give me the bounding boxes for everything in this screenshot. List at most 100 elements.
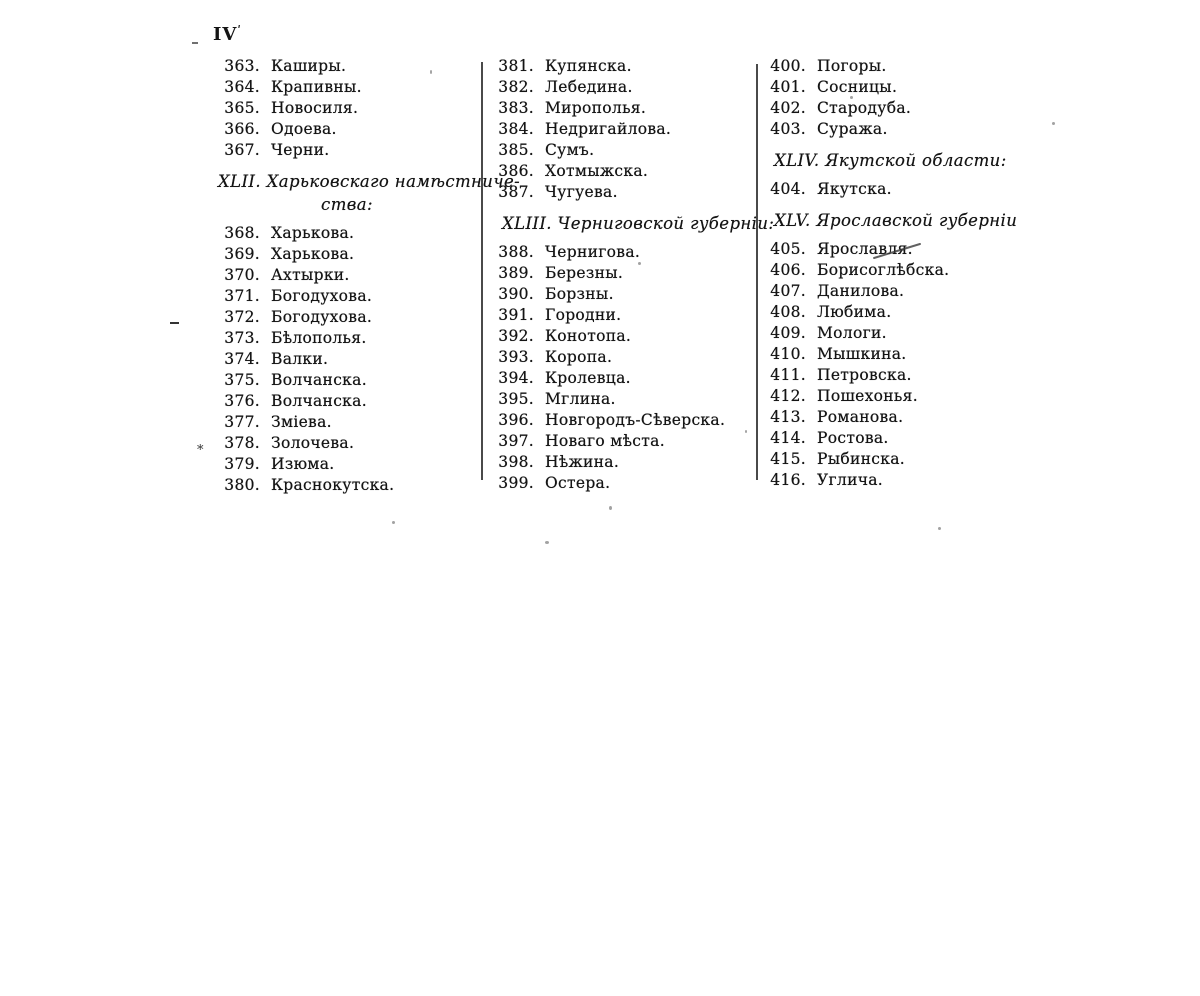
- entry-number: 411.: [770, 366, 806, 384]
- entry-number: 405.: [770, 240, 806, 258]
- scan-mark: [170, 322, 179, 324]
- entry-number: 409.: [770, 324, 806, 342]
- scan-mark: [192, 42, 198, 44]
- entry-number: 382.: [498, 78, 534, 96]
- entry-name: Городни.: [545, 306, 622, 324]
- entry-name: Рыбинска.: [817, 450, 905, 468]
- list-item: 415. Рыбинска.: [764, 449, 1044, 470]
- list-item: 416. Углича.: [764, 470, 1044, 491]
- list-item: 385. Сумъ.: [492, 140, 750, 161]
- entry-number: 384.: [498, 120, 534, 138]
- entry-name: Сумъ.: [545, 141, 595, 159]
- entry-name: Борзны.: [545, 285, 614, 303]
- entry-name: Хотмыжска.: [545, 162, 649, 180]
- margin-asterisk: *: [197, 443, 204, 458]
- entry-number: 385.: [498, 141, 534, 159]
- entry-name: Изюма.: [271, 455, 335, 473]
- section-header: XLIII. Черниговской губерніи:: [492, 212, 774, 235]
- entry-number: 407.: [770, 282, 806, 300]
- entry-name: Чернигова.: [545, 243, 641, 261]
- list-item: 401. Сосницы.: [764, 77, 1044, 98]
- list-item: 382. Лебедина.: [492, 77, 750, 98]
- entry-name: Мглина.: [545, 390, 616, 408]
- entry-name: Купянска.: [545, 57, 632, 75]
- entry-number: 366.: [224, 120, 260, 138]
- list-item: 379. Изюма.: [218, 454, 476, 475]
- entry-number: 363.: [224, 57, 260, 75]
- entry-name: Лебедина.: [545, 78, 633, 96]
- column-2: 381. Купянска. 382. Лебедина. 383. Мирополья.…: [492, 56, 774, 494]
- section-header-line: XLII. Харьковскаго намѣстниче-: [218, 172, 521, 191]
- list-item: 395. Мглина.: [492, 389, 750, 410]
- list-item: 402. Стародуба.: [764, 98, 1044, 119]
- entry-name: Углича.: [817, 471, 884, 489]
- list-item: 371. Богодухова.: [218, 286, 476, 307]
- entry-name: Романова.: [817, 408, 904, 426]
- list-item: 394. Кролевца.: [492, 368, 750, 389]
- list-item: 368. Харькова.: [218, 223, 476, 244]
- entry-name: Сосницы.: [817, 78, 898, 96]
- entry-number: 372.: [224, 308, 260, 326]
- list-item: 372. Богодухова.: [218, 307, 476, 328]
- entry-number: 413.: [770, 408, 806, 426]
- list-item: 392. Конотопа.: [492, 326, 750, 347]
- list-item: 412. Пошехонья.: [764, 386, 1044, 407]
- entry-number: 406.: [770, 261, 806, 279]
- entry-number: 400.: [770, 57, 806, 75]
- entry-name: Конотопа.: [545, 327, 632, 345]
- list-item: 391. Городни.: [492, 305, 750, 326]
- list-item: 378. Золочева.: [218, 433, 476, 454]
- entry-number: 371.: [224, 287, 260, 305]
- entry-number: 373.: [224, 329, 260, 347]
- entry-name: Валки.: [271, 350, 329, 368]
- list-item: 363. Каширы.: [218, 56, 476, 77]
- entry-number: 383.: [498, 99, 534, 117]
- entry-name: Пошехонья.: [817, 387, 918, 405]
- entry-name: Нѣжина.: [545, 453, 620, 471]
- entry-name: Недригайлова.: [545, 120, 672, 138]
- list-item: 367. Черни.: [218, 140, 476, 161]
- entry-name: Мологи.: [817, 324, 887, 342]
- section-header: XLIV. Якутской области:: [764, 149, 1044, 172]
- column-1: 363. Каширы. 364. Крапивны. 365. Новосиля. 366…: [218, 56, 521, 496]
- entry-number: 396.: [498, 411, 534, 429]
- entry-name: Черни.: [271, 141, 330, 159]
- list-item: 376. Волчанска.: [218, 391, 476, 412]
- entry-name: Мышкина.: [817, 345, 907, 363]
- list-item: 375. Волчанска.: [218, 370, 476, 391]
- entry-name: Березны.: [545, 264, 624, 282]
- entry-name: Петровска.: [817, 366, 912, 384]
- page-number: IV: [213, 24, 242, 45]
- list-item: 370. Ахтырки.: [218, 265, 476, 286]
- list-item: 410. Мышкина.: [764, 344, 1044, 365]
- entry-number: 368.: [224, 224, 260, 242]
- entry-number: 412.: [770, 387, 806, 405]
- list-item: 386. Хотмыжска.: [492, 161, 750, 182]
- entry-name: Погоры.: [817, 57, 887, 75]
- entry-name: Харькова.: [271, 245, 355, 263]
- list-item: 364. Крапивны.: [218, 77, 476, 98]
- scan-speck: [638, 262, 641, 265]
- entry-number: 395.: [498, 390, 534, 408]
- entry-number: 380.: [224, 476, 260, 494]
- section-header-line: ства:: [321, 195, 373, 214]
- entry-name: Ахтырки.: [271, 266, 350, 284]
- list-item: 407. Данилова.: [764, 281, 1044, 302]
- entry-name: Стародуба.: [817, 99, 912, 117]
- list-item: 408. Любима.: [764, 302, 1044, 323]
- entry-name: Бѣлополья.: [271, 329, 367, 347]
- entry-number: 414.: [770, 429, 806, 447]
- entry-number: 401.: [770, 78, 806, 96]
- entry-name: Борисоглѣбска.: [817, 261, 950, 279]
- entry-number: 369.: [224, 245, 260, 263]
- entry-number: 386.: [498, 162, 534, 180]
- entry-number: 408.: [770, 303, 806, 321]
- list-item: 369. Харькова.: [218, 244, 476, 265]
- entry-number: 397.: [498, 432, 534, 450]
- list-item: 380. Краснокутска.: [218, 475, 476, 496]
- entry-name: Краснокутска.: [271, 476, 395, 494]
- entry-number: 402.: [770, 99, 806, 117]
- entry-name: Одоева.: [271, 120, 337, 138]
- scan-speck: [392, 521, 395, 524]
